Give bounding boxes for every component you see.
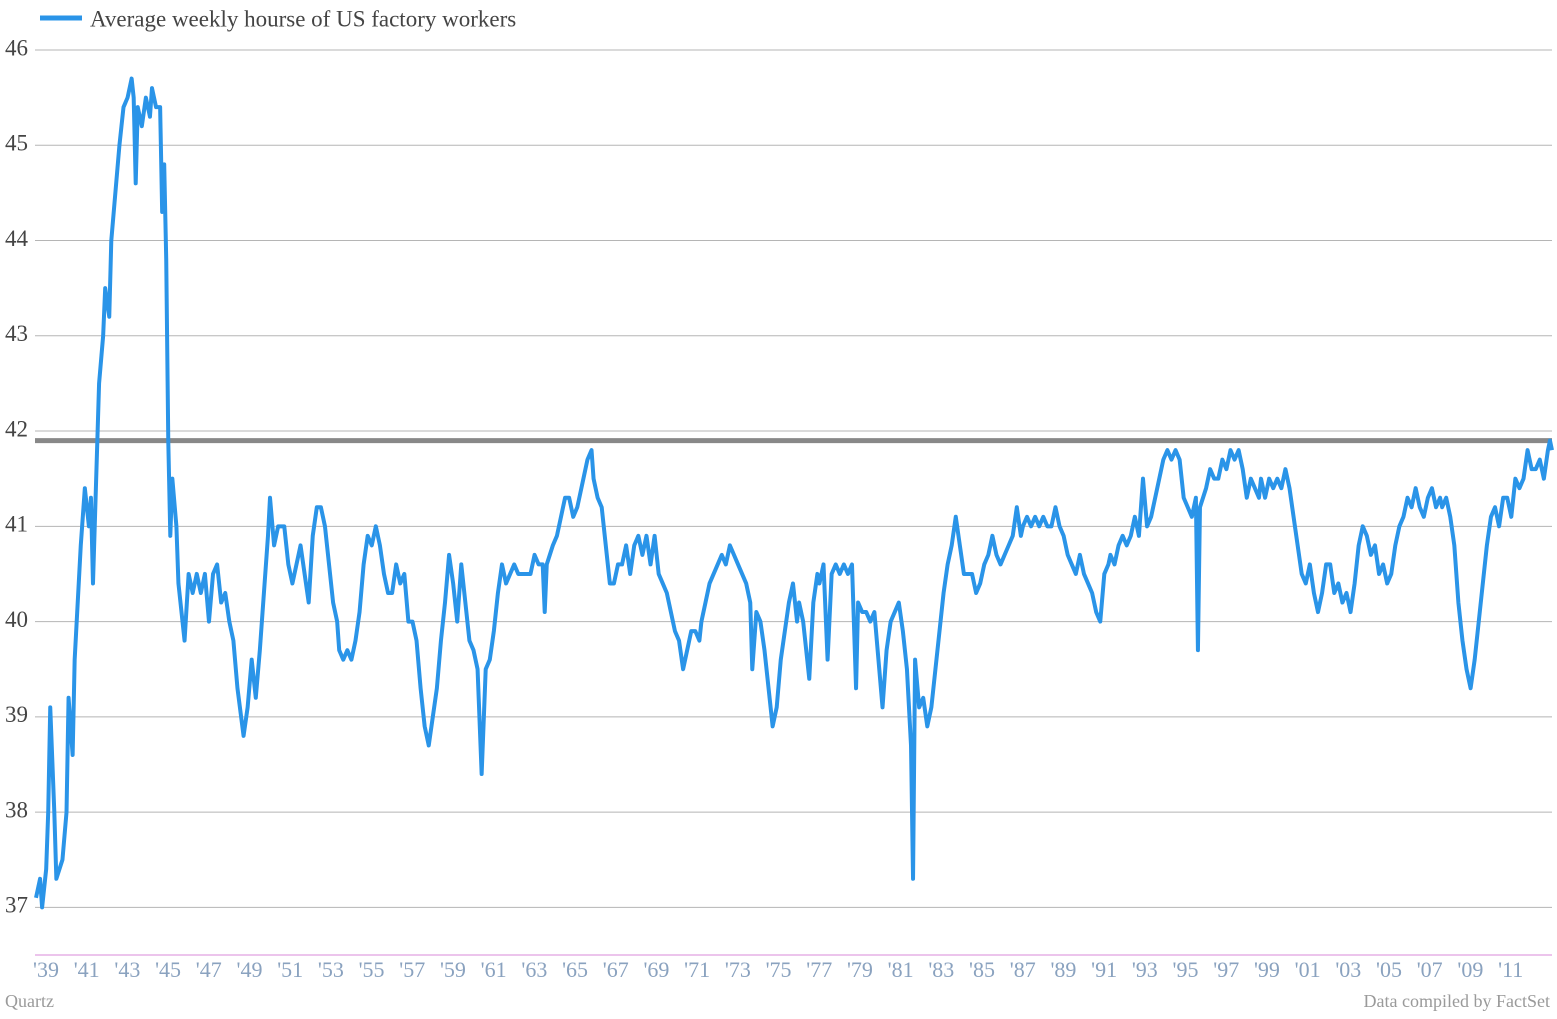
y-tick-label: 38 — [5, 797, 28, 822]
x-tick-label: '97 — [1213, 957, 1239, 982]
x-tick-label: '51 — [277, 957, 303, 982]
x-tick-label: '47 — [196, 957, 222, 982]
y-tick-label: 46 — [5, 35, 28, 60]
x-tick-label: '59 — [440, 957, 466, 982]
x-tick-label: '09 — [1457, 957, 1483, 982]
x-tick-label: '83 — [928, 957, 954, 982]
x-tick-label: '65 — [562, 957, 588, 982]
x-tick-label: '79 — [847, 957, 873, 982]
x-tick-label: '91 — [1091, 957, 1117, 982]
x-tick-label: '45 — [155, 957, 181, 982]
x-tick-label: '99 — [1254, 957, 1280, 982]
x-tick-label: '71 — [684, 957, 710, 982]
y-tick-label: 43 — [5, 321, 28, 346]
x-tick-label: '95 — [1173, 957, 1199, 982]
source: Data compiled by FactSet — [1364, 991, 1550, 1011]
x-tick-label: '43 — [114, 957, 140, 982]
x-tick-label: '11 — [1498, 957, 1523, 982]
y-tick-label: 39 — [5, 702, 28, 727]
x-tick-label: '41 — [74, 957, 100, 982]
x-tick-label: '63 — [521, 957, 547, 982]
x-tick-label: '53 — [318, 957, 344, 982]
x-tick-label: '69 — [643, 957, 669, 982]
x-tick-label: '61 — [481, 957, 507, 982]
x-tick-label: '49 — [236, 957, 262, 982]
x-tick-label: '93 — [1132, 957, 1158, 982]
y-tick-label: 42 — [5, 416, 28, 441]
y-tick-label: 41 — [5, 512, 28, 537]
y-tick-label: 37 — [5, 893, 28, 918]
x-tick-label: '05 — [1376, 957, 1402, 982]
x-tick-label: '85 — [969, 957, 995, 982]
x-tick-label: '75 — [766, 957, 792, 982]
x-tick-label: '55 — [359, 957, 385, 982]
x-tick-label: '03 — [1335, 957, 1361, 982]
y-tick-label: 44 — [5, 226, 29, 251]
x-tick-label: '39 — [33, 957, 59, 982]
y-tick-label: 45 — [5, 131, 28, 156]
x-tick-label: '87 — [1010, 957, 1036, 982]
x-tick-label: '73 — [725, 957, 751, 982]
x-tick-label: '57 — [399, 957, 425, 982]
y-tick-label: 40 — [5, 607, 28, 632]
x-tick-label: '67 — [603, 957, 629, 982]
x-tick-label: '01 — [1295, 957, 1321, 982]
x-tick-label: '81 — [888, 957, 914, 982]
legend-label: Average weekly hourse of US factory work… — [90, 6, 516, 31]
x-tick-label: '89 — [1050, 957, 1076, 982]
credit: Quartz — [5, 991, 54, 1011]
x-tick-label: '77 — [806, 957, 832, 982]
data-line — [34, 76, 1554, 910]
x-tick-label: '07 — [1417, 957, 1443, 982]
